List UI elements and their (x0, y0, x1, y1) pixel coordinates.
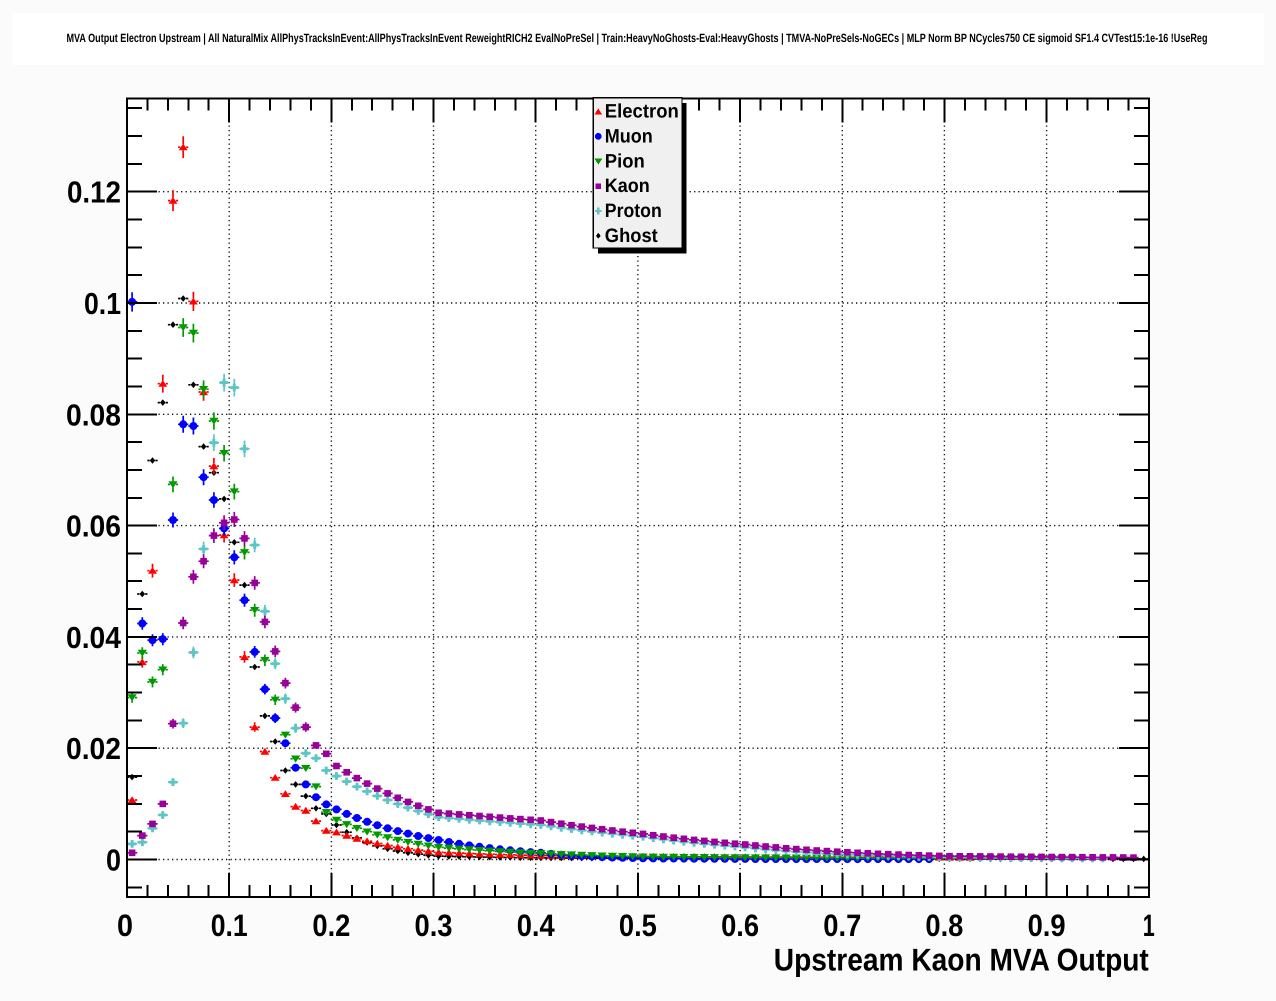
svg-text:0.02: 0.02 (66, 732, 121, 766)
svg-text:0.06: 0.06 (66, 510, 121, 544)
svg-text:MVA Output Electron Upstream |: MVA Output Electron Upstream | All Natur… (67, 31, 1208, 45)
svg-text:0.8: 0.8 (925, 908, 963, 943)
svg-text:0.2: 0.2 (312, 908, 350, 943)
svg-text:0.08: 0.08 (66, 398, 121, 432)
svg-text:Kaon: Kaon (605, 175, 650, 197)
svg-text:Ghost: Ghost (605, 225, 658, 247)
svg-text:0.04: 0.04 (66, 621, 121, 655)
svg-text:Electron: Electron (605, 101, 679, 123)
svg-text:0: 0 (117, 908, 133, 943)
svg-text:Pion: Pion (605, 150, 645, 172)
svg-text:Upstream Kaon MVA Output: Upstream Kaon MVA Output (774, 942, 1149, 978)
svg-text:0.7: 0.7 (823, 908, 861, 943)
svg-text:0.4: 0.4 (517, 908, 556, 943)
svg-text:0.9: 0.9 (1028, 908, 1066, 943)
svg-text:0.5: 0.5 (619, 908, 657, 943)
svg-text:1: 1 (1143, 908, 1155, 943)
svg-text:0: 0 (106, 844, 121, 878)
svg-text:0.1: 0.1 (84, 287, 121, 321)
svg-text:Muon: Muon (605, 125, 653, 147)
svg-text:0.1: 0.1 (211, 908, 248, 943)
svg-text:0.6: 0.6 (721, 908, 759, 943)
svg-text:Proton: Proton (605, 200, 662, 222)
svg-text:0.3: 0.3 (415, 908, 453, 943)
svg-text:0.12: 0.12 (67, 176, 121, 210)
